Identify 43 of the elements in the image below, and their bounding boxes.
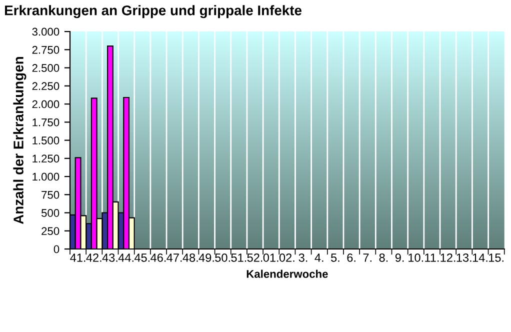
x-tick-label: 43. (102, 253, 118, 262)
x-tick-label: 13. (456, 253, 472, 262)
x-tick-label: 42. (86, 253, 102, 262)
y-tick-label: 750 (42, 190, 60, 199)
x-tick-label: 5. (330, 254, 340, 262)
x-tick-label: 10. (408, 253, 424, 262)
x-tick-label: 01. (263, 253, 278, 262)
x-tick-label: 50. (215, 253, 230, 262)
y-tick-label: 2.750 (32, 46, 60, 54)
y-axis-title: Anzahl der Erkrankungen (13, 57, 26, 224)
chart-title: Erkrankungen an Grippe und grippale Infekte (5, 5, 302, 18)
x-tick-label: 51. (231, 254, 246, 262)
y-tick-label: 500 (42, 209, 60, 217)
x-tick-label: 6. (347, 253, 356, 262)
y-tick-label: 250 (42, 227, 60, 236)
y-tick-label: 1.750 (32, 118, 60, 126)
x-tick-label: 4. (314, 254, 324, 262)
y-tick-label: 1.000 (32, 172, 60, 181)
y-tick-label: 1.250 (32, 154, 60, 163)
y-tick-label: 3.000 (32, 28, 60, 36)
x-tick-label: 9. (395, 253, 404, 262)
x-tick-label: 46. (150, 253, 166, 262)
x-tick-label: 11. (425, 254, 439, 262)
x-tick-label: 7. (363, 254, 372, 262)
y-tick-label: 2.250 (32, 82, 60, 90)
x-axis-title: Kalenderwoche (246, 270, 328, 278)
y-tick-label: 1.500 (32, 136, 60, 144)
x-tick-label: 12. (440, 253, 456, 262)
y-tick-label: 0 (54, 245, 60, 254)
x-tick-label: 48. (182, 253, 198, 262)
x-tick-label: 15. (489, 254, 504, 262)
y-tick-label: 2.500 (32, 64, 60, 72)
x-tick-label: 44. (118, 254, 134, 262)
x-tick-label: 52. (247, 253, 262, 262)
x-tick-label: 45. (134, 254, 150, 262)
x-tick-label: 02. (279, 253, 294, 262)
x-tick-label: 49. (198, 253, 214, 262)
x-tick-label: 47. (166, 254, 182, 262)
x-tick-label: 8. (379, 253, 388, 262)
x-tick-label: 3. (298, 253, 308, 262)
y-tick-label: 2.000 (32, 100, 60, 108)
x-tick-label: 14. (472, 254, 488, 262)
x-tick-label: 41. (70, 254, 86, 262)
